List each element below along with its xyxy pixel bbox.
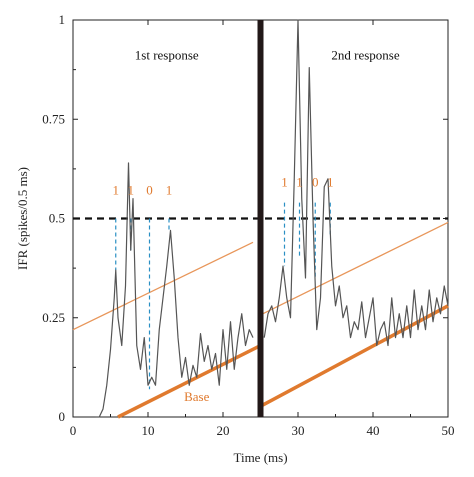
spike-count-label: 1 [296, 175, 303, 190]
annotation-label: Base [184, 389, 210, 404]
base-line [261, 304, 449, 407]
x-tick-label: 0 [70, 423, 77, 438]
threshold-slope-line [72, 241, 254, 331]
y-tick-label: 0.75 [42, 111, 65, 126]
spike-count-label: 1 [327, 175, 334, 190]
spike-count-label: 1 [113, 183, 120, 198]
y-tick-label: 0 [59, 409, 66, 424]
y-tick-label: 0.25 [42, 310, 65, 325]
ifr-trace [263, 19, 449, 347]
spike-count-label: 1 [166, 183, 173, 198]
x-axis-title: Time (ms) [233, 450, 287, 465]
y-axis-title: IFR (spikes/0.5 ms) [15, 167, 30, 270]
stimulus-bar [257, 20, 264, 417]
annotation-label: 2nd response [331, 48, 399, 63]
spike-count-label: 1 [281, 175, 288, 190]
x-tick-label: 50 [442, 423, 455, 438]
x-tick-label: 30 [292, 423, 305, 438]
threshold-slope-line [262, 221, 449, 315]
y-tick-label: 1 [59, 12, 66, 27]
spike-count-label: 1 [128, 183, 135, 198]
x-tick-label: 20 [217, 423, 230, 438]
spike-count-label: 0 [312, 175, 319, 190]
x-tick-label: 10 [142, 423, 155, 438]
spike-count-label: 0 [146, 183, 153, 198]
y-tick-label: 0.5 [49, 211, 65, 226]
x-tick-label: 40 [367, 423, 380, 438]
ifr-trace [95, 162, 254, 418]
annotation-label: 1st response [135, 48, 199, 63]
